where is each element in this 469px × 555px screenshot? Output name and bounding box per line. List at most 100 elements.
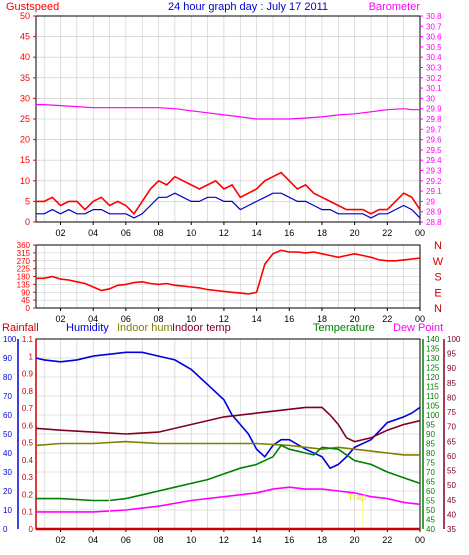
humidity-tick-label-0: 0	[3, 525, 8, 534]
p2-x-label-16: 16	[284, 314, 294, 324]
p2-x-label-12: 12	[219, 314, 229, 324]
temp-f-tick-label-80: 80	[426, 449, 435, 458]
wind-barometer-series	[36, 103, 421, 219]
rain-tick-label-0.9: 0.9	[22, 370, 34, 379]
temp-f-tick-label-125: 125	[426, 364, 440, 373]
temp-f-tick-label-65: 65	[426, 478, 435, 487]
legend-indoor-temp: Indoor temp	[172, 322, 231, 334]
gust-tick-label-30: 30	[20, 93, 30, 103]
baro-tick-label-28.8: 28.8	[426, 218, 442, 227]
humidity-tick-label-90: 90	[3, 354, 12, 363]
rain-tick-label-0: 0	[29, 525, 34, 534]
p3-x-label-04: 04	[88, 535, 98, 545]
rain-tick-label-1.1: 1.1	[22, 335, 34, 344]
p1-x-label-14: 14	[252, 228, 262, 238]
humidity-tick-label-40: 40	[3, 449, 12, 458]
temp-f-tick-label-140: 140	[426, 335, 440, 344]
rain-tick-label-1: 1	[29, 352, 34, 361]
compass-label-3: E	[434, 287, 441, 299]
temp-c-tick-label-55: 55	[447, 467, 456, 476]
gust-tick-label-20: 20	[20, 135, 30, 145]
p1-x-label-20: 20	[350, 228, 360, 238]
p3-x-label-06: 06	[121, 535, 131, 545]
temp-f-tick-label-100: 100	[426, 411, 440, 420]
temp-f-tick-label-90: 90	[426, 430, 435, 439]
baro-tick-label-29.9: 29.9	[426, 105, 442, 114]
p1-x-label-02: 02	[56, 228, 66, 238]
p1-x-label-18: 18	[317, 228, 327, 238]
temperature-line	[36, 444, 421, 502]
trap-annotation: Trap	[348, 492, 366, 502]
baro-tick-label-29.2: 29.2	[426, 177, 442, 186]
baro-tick-label-30: 30	[426, 94, 435, 103]
baro-tick-label-29.1: 29.1	[426, 187, 442, 196]
temp-f-tick-label-75: 75	[426, 459, 435, 468]
legend-temperature: Temperature	[313, 322, 375, 334]
p2-x-label-14: 14	[252, 314, 262, 324]
temp-c-tick-label-60: 60	[447, 452, 456, 461]
gust-tick-label-35: 35	[20, 73, 30, 83]
baro-tick-label-30.3: 30.3	[426, 64, 442, 73]
wind-direction-grid	[36, 244, 421, 309]
legend-rainfall: Rainfall	[2, 322, 39, 334]
temp-c-tick-label-80: 80	[447, 393, 456, 402]
dir-tick-label-90: 90	[21, 288, 30, 297]
indoor-temp-line	[35, 406, 421, 443]
p3-x-label-08: 08	[154, 535, 164, 545]
temp-f-tick-label-110: 110	[426, 392, 439, 401]
dir-tick-label-180: 180	[17, 273, 31, 282]
p3-x-label-16: 16	[284, 535, 294, 545]
baro-tick-label-30.7: 30.7	[426, 22, 442, 31]
baro-tick-label-29.8: 29.8	[426, 115, 442, 124]
p3-x-label-22: 22	[382, 535, 392, 545]
p2-x-label-20: 20	[350, 314, 360, 324]
humidity-tick-label-80: 80	[3, 373, 12, 382]
p1-x-label-04: 04	[88, 228, 98, 238]
barometer-line	[36, 103, 420, 120]
p1-x-label-00: 00	[415, 228, 425, 238]
baro-tick-label-29.7: 29.7	[426, 125, 442, 134]
baro-tick-label-30.5: 30.5	[426, 43, 442, 52]
dir-tick-label-270: 270	[17, 257, 31, 266]
temp-c-tick-label-65: 65	[447, 437, 456, 446]
p2-x-label-08: 08	[154, 314, 164, 324]
wind-barometer-grid	[36, 15, 421, 223]
wind-direction-x-ticks: 02 04 06 08 10 12 14 16 18 20 22 00	[56, 308, 425, 324]
rain-tick-label-0.3: 0.3	[22, 473, 34, 482]
dir-tick-label-135: 135	[17, 280, 31, 289]
barometer-axis-ticks: 30.830.730.630.530.430.330.230.13029.929…	[420, 12, 442, 227]
baro-tick-label-29: 29	[426, 197, 435, 206]
dir-tick-label-315: 315	[17, 249, 31, 258]
temp-c-tick-label-90: 90	[447, 364, 456, 373]
temp-f-tick-label-95: 95	[426, 421, 435, 430]
dir-tick-label-45: 45	[21, 296, 30, 305]
temp-c-tick-label-35: 35	[447, 525, 456, 534]
temp-c-tick-label-50: 50	[447, 481, 456, 490]
dir-tick-label-360: 360	[17, 241, 31, 250]
p3-x-label-12: 12	[219, 535, 229, 545]
gust-tick-label-10: 10	[20, 176, 30, 186]
p3-x-label-14: 14	[252, 535, 262, 545]
rain-tick-label-0.4: 0.4	[22, 456, 34, 465]
baro-tick-label-30.2: 30.2	[426, 74, 442, 83]
temp-c-tick-label-45: 45	[447, 496, 456, 505]
baro-tick-label-30.6: 30.6	[426, 33, 442, 42]
temperature-humidity-axes: 10090807060504030201001.110.90.80.70.60.…	[3, 335, 461, 534]
compass-label-0: N	[434, 240, 442, 252]
dew-point-line	[36, 486, 421, 513]
chart-title: 24 hour graph day : July 17 2011	[168, 1, 328, 13]
temp-c-tick-label-95: 95	[447, 350, 456, 359]
temp-f-tick-label-85: 85	[426, 440, 435, 449]
compass-label-4: N	[434, 303, 442, 315]
temp-f-tick-label-50: 50	[426, 506, 435, 515]
humidity-tick-label-30: 30	[3, 468, 12, 477]
p3-x-label-18: 18	[317, 535, 327, 545]
gust-tick-label-0: 0	[25, 217, 30, 227]
temperature-humidity-panel: Rainfall Humidity Indoor hum Indoor temp…	[2, 322, 461, 545]
p2-x-label-18: 18	[317, 314, 327, 324]
p2-x-label-00: 00	[415, 314, 425, 324]
